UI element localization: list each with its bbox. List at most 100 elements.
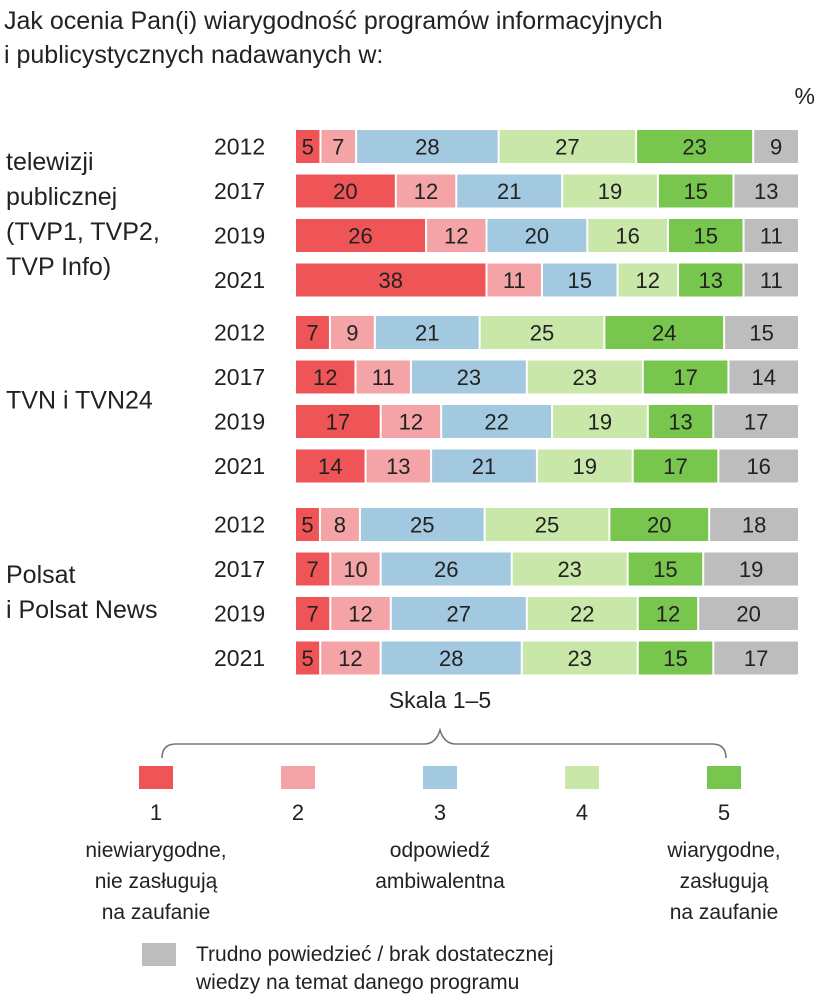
chart-title: Jak ocenia Pan(i) wiarygodność programów…: [4, 7, 663, 69]
bar-segment: [360, 508, 484, 541]
group-label: telewizji: [6, 148, 94, 176]
bar-segment: [537, 449, 632, 483]
data-label: 9: [346, 321, 358, 346]
year-label: 2021: [214, 645, 265, 671]
bar-segment: [637, 130, 753, 163]
legend-swatch: [281, 766, 315, 789]
data-label: 28: [439, 646, 463, 671]
legend-description: na zaufanie: [102, 901, 211, 924]
data-label: 15: [653, 557, 677, 582]
bar-segment: [296, 263, 486, 297]
year-label: 2017: [214, 556, 265, 582]
data-label: 19: [598, 179, 622, 204]
bar-segment: [331, 552, 380, 586]
year-label: 2012: [214, 134, 265, 160]
data-label: 13: [668, 410, 692, 435]
data-label: 21: [415, 321, 439, 346]
bar-segment: [296, 316, 329, 349]
bar-segment: [618, 263, 678, 297]
year-label: 2017: [214, 364, 265, 390]
legend-description: nie zasługują: [95, 870, 218, 893]
data-label: 24: [652, 321, 676, 346]
year-label: 2017: [214, 178, 265, 204]
data-label: 38: [379, 268, 403, 293]
year-label: 2012: [214, 512, 265, 538]
bar-segment: [432, 449, 536, 483]
scale-brace: [161, 727, 727, 759]
data-label: 12: [338, 646, 362, 671]
data-label: 13: [754, 179, 778, 204]
data-label: 25: [535, 513, 559, 538]
legend-description: Trudno powiedzieć / brak dostatecznej: [196, 943, 554, 966]
legend-number: 3: [434, 800, 446, 825]
data-label: 5: [301, 646, 313, 671]
bar-segment: [744, 263, 798, 297]
bar-segment: [658, 174, 733, 208]
data-label: 7: [306, 321, 318, 346]
data-label: 15: [683, 179, 707, 204]
data-label: 12: [348, 602, 372, 627]
legend-swatch: [139, 766, 173, 789]
data-label: 23: [457, 365, 481, 390]
data-label: 14: [318, 454, 342, 479]
bar-segment: [396, 174, 456, 208]
bar-segment: [527, 597, 637, 630]
bar-segment: [710, 508, 798, 541]
bar-segment: [296, 360, 355, 394]
group-label: TVN i TVN24: [6, 386, 153, 414]
bar-segment: [729, 360, 798, 394]
data-label: 12: [399, 410, 423, 435]
bar-segment: [638, 641, 713, 675]
legend-description: niewiarygodne,: [85, 839, 226, 862]
bar-segment: [296, 508, 319, 541]
bar-segment: [330, 316, 374, 349]
legend-number: 5: [718, 800, 730, 825]
bar-segment: [668, 219, 743, 252]
bar-segment: [699, 597, 798, 630]
data-label: 22: [570, 602, 594, 627]
bar-segment: [633, 449, 718, 483]
data-label: 15: [694, 224, 718, 249]
bar-segment: [381, 405, 441, 438]
group-label: i Polsat News: [6, 596, 157, 624]
unit-label: %: [795, 83, 815, 109]
bar-segment: [480, 316, 604, 349]
bar-segment: [714, 405, 798, 438]
data-label: 5: [302, 135, 314, 160]
data-label: 18: [742, 513, 766, 538]
data-label: 25: [410, 513, 434, 538]
data-label: 25: [530, 321, 554, 346]
data-label: 19: [739, 557, 763, 582]
data-label: 17: [326, 410, 350, 435]
bar-segment: [391, 597, 526, 630]
data-label: 15: [568, 268, 592, 293]
data-label: 12: [414, 179, 438, 204]
data-label: 15: [663, 646, 687, 671]
bar-segment: [427, 219, 486, 252]
data-label: 13: [699, 268, 723, 293]
legend-description: wiarygodne,: [666, 839, 780, 862]
data-label: 27: [447, 602, 471, 627]
group-label: (TVP1, TVP2,: [6, 218, 160, 246]
bar-segment: [744, 219, 798, 252]
year-label: 2021: [214, 267, 265, 293]
data-label: 21: [472, 454, 496, 479]
bar-segment: [588, 219, 667, 252]
bar-segment: [487, 219, 587, 252]
data-label: 23: [568, 646, 592, 671]
data-label: 20: [736, 602, 760, 627]
data-label: 22: [484, 410, 508, 435]
data-label: 17: [673, 365, 697, 390]
bar-segment: [356, 360, 410, 394]
bar-segment: [487, 263, 541, 297]
scale-label: Skala 1–5: [389, 687, 491, 713]
bar-segment: [357, 130, 498, 163]
bar-segment: [320, 508, 359, 541]
data-label: 26: [434, 557, 458, 582]
legend-swatch: [142, 943, 176, 966]
bar-segment: [512, 552, 627, 586]
bar-segment: [527, 360, 642, 394]
data-label: 17: [663, 454, 687, 479]
data-label: 16: [615, 224, 639, 249]
